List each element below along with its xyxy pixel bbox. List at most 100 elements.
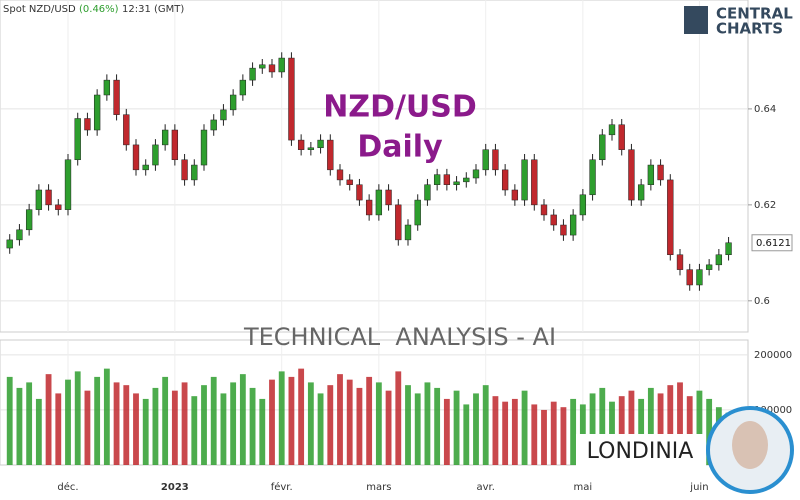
volume-bar bbox=[201, 385, 207, 465]
volume-bar bbox=[259, 398, 266, 465]
volume-bar bbox=[6, 376, 13, 465]
volume-bar bbox=[220, 393, 227, 465]
candle-body bbox=[608, 124, 616, 136]
volume-bar bbox=[123, 385, 130, 465]
volume-bar bbox=[589, 393, 596, 465]
candle-body bbox=[667, 179, 674, 256]
logo-text: CHARTS bbox=[716, 20, 783, 38]
x-tick-label: mars bbox=[366, 482, 391, 493]
volume-bar bbox=[395, 371, 402, 465]
logo-icon bbox=[684, 6, 708, 34]
candle-body bbox=[74, 118, 81, 161]
volume-bar bbox=[35, 398, 42, 465]
volume-bar bbox=[638, 398, 645, 465]
candle-body bbox=[365, 199, 373, 216]
volume-bar bbox=[317, 393, 324, 465]
candle-body bbox=[715, 254, 723, 266]
volume-bar bbox=[550, 401, 557, 465]
candle-body bbox=[569, 214, 577, 236]
candle-body bbox=[346, 179, 353, 185]
candle-body bbox=[220, 109, 227, 121]
volume-bar bbox=[521, 390, 528, 465]
candle-body bbox=[268, 64, 276, 73]
candle-body bbox=[531, 159, 538, 206]
volume-bar bbox=[16, 387, 23, 465]
candle-body bbox=[657, 164, 664, 181]
volume-bar bbox=[696, 390, 703, 465]
candle-body bbox=[307, 147, 315, 150]
volume-bar bbox=[26, 382, 33, 465]
candle-body bbox=[297, 139, 305, 150]
volume-bar bbox=[628, 390, 635, 465]
volume-bar bbox=[210, 376, 217, 465]
volume-bar bbox=[531, 404, 538, 465]
candle-body bbox=[278, 57, 285, 73]
candle-body bbox=[239, 79, 247, 96]
candle-body bbox=[132, 144, 140, 171]
candle-body bbox=[482, 149, 489, 171]
volume-bar bbox=[103, 368, 110, 465]
candle-body bbox=[210, 119, 217, 131]
candle-body bbox=[375, 189, 383, 216]
candle-body bbox=[171, 129, 179, 161]
volume-bar bbox=[74, 371, 81, 465]
chart-title: NZD/USD bbox=[323, 90, 477, 125]
candle-body bbox=[288, 57, 295, 141]
candle-body bbox=[317, 139, 324, 149]
volume-bar bbox=[356, 387, 363, 465]
candle-body bbox=[705, 264, 713, 270]
x-tick-label: avr. bbox=[477, 482, 495, 493]
volume-bar bbox=[142, 398, 149, 465]
change: (0.46%) bbox=[79, 4, 119, 15]
volume-bar bbox=[366, 376, 373, 465]
volume-bar bbox=[482, 385, 489, 465]
candle-body bbox=[443, 174, 451, 185]
candle-body bbox=[686, 269, 693, 286]
volume-bar bbox=[706, 398, 713, 465]
symbol: Spot NZD/USD bbox=[3, 4, 76, 15]
volume-bar bbox=[239, 374, 246, 465]
volume-bar bbox=[570, 398, 577, 465]
volume-bar bbox=[463, 404, 470, 465]
volume-bar bbox=[609, 401, 615, 465]
candle-body bbox=[676, 254, 684, 270]
last-price-box bbox=[751, 234, 793, 252]
logo-text: CENTRAL bbox=[716, 5, 793, 23]
avatar-face bbox=[732, 421, 768, 469]
candle-body bbox=[647, 164, 655, 185]
x-tick-label: déc. bbox=[57, 481, 78, 493]
volume-bar bbox=[191, 396, 198, 465]
volume-bar bbox=[647, 387, 654, 465]
volume-bar bbox=[405, 385, 411, 465]
candle-body bbox=[229, 94, 237, 111]
candle-body bbox=[385, 189, 392, 206]
candle-body bbox=[327, 139, 334, 171]
volume-bar bbox=[249, 387, 256, 465]
volume-bar bbox=[269, 379, 275, 465]
volume-bar bbox=[171, 390, 178, 465]
candle-body bbox=[200, 129, 208, 166]
volume-bar bbox=[453, 390, 460, 465]
candle-body bbox=[540, 204, 548, 216]
volume-bar bbox=[375, 382, 382, 465]
y-tick-label: 0.6 bbox=[754, 296, 770, 307]
candle-body bbox=[414, 199, 421, 226]
price-panel bbox=[0, 0, 749, 333]
candle-body bbox=[463, 177, 470, 183]
volume-bar bbox=[599, 387, 606, 465]
volume-bar bbox=[443, 398, 450, 465]
volume-bar bbox=[492, 396, 499, 465]
candle-body bbox=[142, 164, 149, 171]
volume-bar bbox=[230, 382, 237, 465]
x-tick-label: juin bbox=[689, 482, 708, 493]
candle-body bbox=[249, 67, 256, 81]
volume-bar bbox=[560, 407, 567, 465]
candle-body bbox=[6, 239, 13, 249]
candle-body bbox=[259, 64, 266, 69]
volume-bar bbox=[133, 393, 139, 465]
volume-bar bbox=[327, 385, 334, 465]
volume-bar bbox=[181, 382, 188, 465]
candle-body bbox=[550, 214, 557, 226]
candle-body bbox=[404, 224, 412, 241]
candle-body bbox=[55, 204, 62, 210]
